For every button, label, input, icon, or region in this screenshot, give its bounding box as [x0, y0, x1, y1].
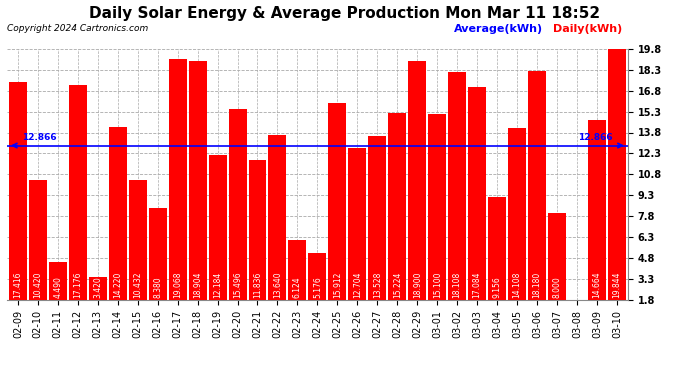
- Text: 12.866: 12.866: [578, 133, 613, 142]
- Text: 6.124: 6.124: [293, 276, 302, 298]
- Text: 15.100: 15.100: [433, 272, 442, 298]
- Text: 10.420: 10.420: [33, 272, 42, 298]
- Bar: [228, 109, 246, 300]
- Bar: [428, 114, 446, 300]
- Text: 18.900: 18.900: [413, 272, 422, 298]
- Text: 15.912: 15.912: [333, 272, 342, 298]
- Text: Average(kWh): Average(kWh): [454, 24, 543, 34]
- Text: Copyright 2024 Cartronics.com: Copyright 2024 Cartronics.com: [7, 24, 148, 33]
- Text: 10.432: 10.432: [133, 272, 142, 298]
- Text: 14.220: 14.220: [113, 272, 122, 298]
- Bar: [69, 86, 87, 300]
- Bar: [208, 155, 226, 300]
- Bar: [148, 208, 167, 300]
- Bar: [129, 180, 147, 300]
- Text: 12.184: 12.184: [213, 272, 222, 298]
- Bar: [608, 48, 626, 300]
- Bar: [328, 103, 346, 300]
- Text: 13.640: 13.640: [273, 271, 282, 298]
- Bar: [9, 82, 27, 300]
- Text: 12.866: 12.866: [22, 133, 57, 142]
- Bar: [49, 262, 67, 300]
- Bar: [528, 71, 546, 300]
- Text: 8.380: 8.380: [153, 276, 162, 298]
- Bar: [368, 136, 386, 300]
- Bar: [548, 213, 566, 300]
- Text: 14.664: 14.664: [593, 271, 602, 298]
- Text: 17.416: 17.416: [13, 272, 22, 298]
- Bar: [109, 127, 127, 300]
- Text: Daily(kWh): Daily(kWh): [553, 24, 622, 34]
- Text: 18.180: 18.180: [533, 272, 542, 298]
- Bar: [508, 128, 526, 300]
- Text: 11.836: 11.836: [253, 272, 262, 298]
- Bar: [488, 197, 506, 300]
- Bar: [268, 135, 286, 300]
- Bar: [348, 148, 366, 300]
- Bar: [89, 278, 107, 300]
- Bar: [248, 160, 266, 300]
- Bar: [588, 120, 606, 300]
- Bar: [388, 112, 406, 300]
- Text: 9.156: 9.156: [493, 276, 502, 298]
- Text: 3.420: 3.420: [93, 276, 102, 298]
- Bar: [308, 253, 326, 300]
- Bar: [168, 59, 186, 300]
- Text: 18.904: 18.904: [193, 272, 202, 298]
- Bar: [29, 180, 47, 300]
- Bar: [468, 87, 486, 300]
- Text: 12.704: 12.704: [353, 272, 362, 298]
- Text: 13.528: 13.528: [373, 272, 382, 298]
- Text: 18.108: 18.108: [453, 272, 462, 298]
- Bar: [408, 62, 426, 300]
- Text: 17.084: 17.084: [473, 272, 482, 298]
- Text: 15.496: 15.496: [233, 271, 242, 298]
- Bar: [288, 240, 306, 300]
- Text: 14.108: 14.108: [513, 272, 522, 298]
- Text: 19.068: 19.068: [173, 272, 182, 298]
- Text: 17.176: 17.176: [73, 272, 82, 298]
- Text: 8.000: 8.000: [553, 276, 562, 298]
- Bar: [188, 61, 206, 300]
- Text: 15.224: 15.224: [393, 272, 402, 298]
- Bar: [448, 72, 466, 300]
- Text: 19.844: 19.844: [613, 272, 622, 298]
- Text: 5.176: 5.176: [313, 276, 322, 298]
- Text: 4.490: 4.490: [53, 276, 62, 298]
- Text: Daily Solar Energy & Average Production Mon Mar 11 18:52: Daily Solar Energy & Average Production …: [90, 6, 600, 21]
